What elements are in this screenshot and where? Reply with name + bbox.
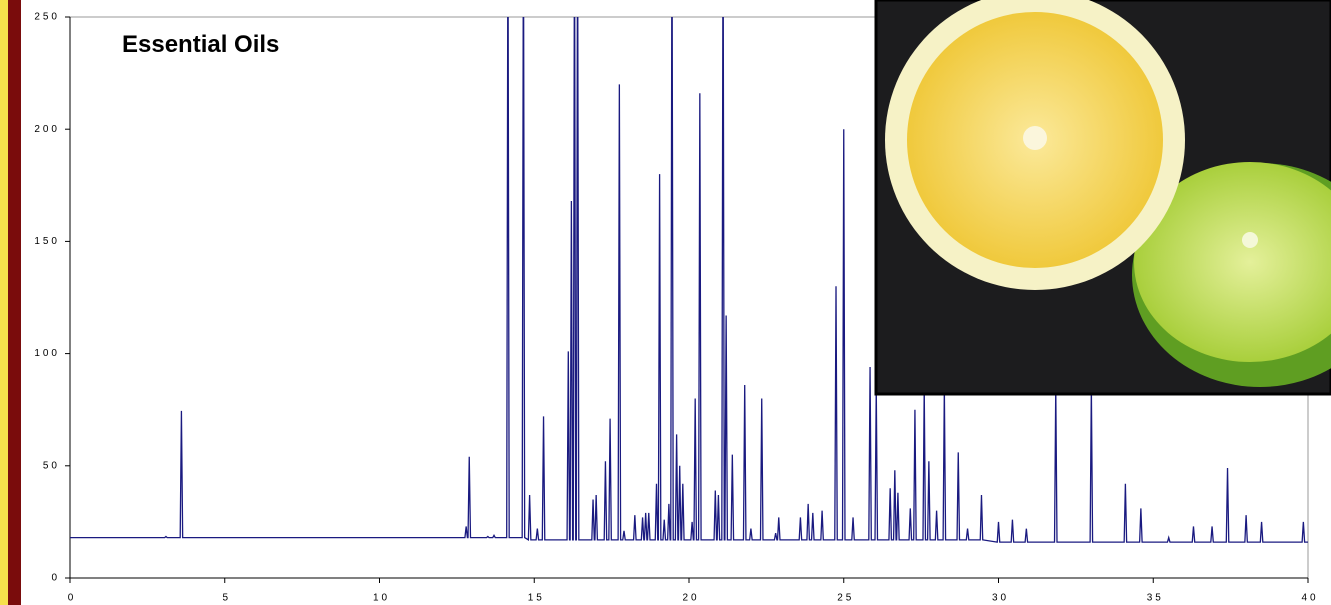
x-tick-label: 35 [1147, 593, 1164, 604]
x-tick-label: 10 [373, 593, 390, 604]
photo [874, 0, 1331, 396]
lime-flesh [1134, 162, 1331, 362]
x-tick-label: 20 [682, 593, 699, 604]
trace [70, 17, 1308, 543]
x-tick-label: 40 [1301, 593, 1318, 604]
x-tick-label: 0 [68, 593, 77, 604]
lime-core [1242, 232, 1258, 248]
x-tick-label: 15 [528, 593, 545, 604]
x-tick-label: 25 [837, 593, 854, 604]
x-tick-label: 5 [222, 593, 231, 604]
side-stripe [0, 0, 8, 605]
plot-area [70, 17, 1308, 543]
y-tick-label: 150 [34, 236, 60, 247]
lemon-core [1023, 126, 1047, 150]
chart-title: Essential Oils [122, 31, 279, 58]
y-tick-label: 100 [34, 348, 60, 359]
x-tick-label: 30 [992, 593, 1009, 604]
y-tick-label: 0 [51, 573, 60, 584]
y-tick-label: 50 [43, 460, 60, 471]
side-band [8, 0, 21, 605]
y-tick-label: 250 [34, 12, 60, 23]
y-tick-label: 200 [34, 124, 60, 135]
axes: 0 50 100 150 200 250 0 5 10 15 20 25 30 35 40 [34, 12, 1318, 604]
